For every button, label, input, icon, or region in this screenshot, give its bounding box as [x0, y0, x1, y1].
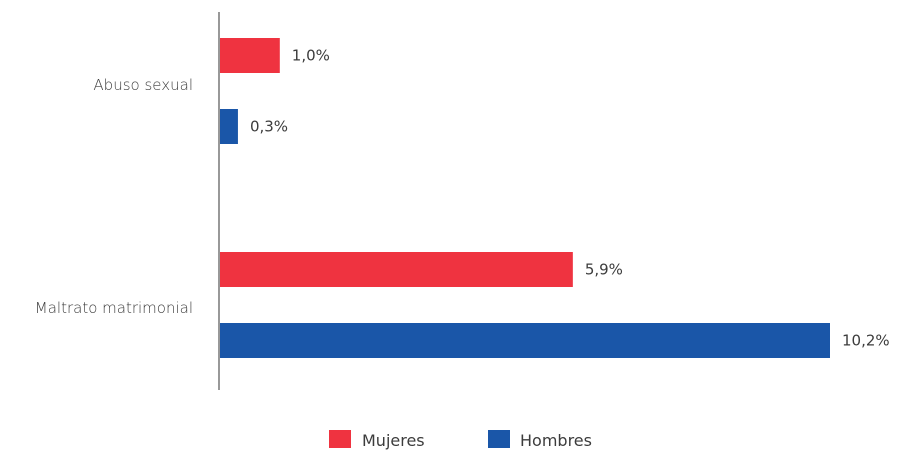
data-label: 5,9% — [585, 261, 623, 279]
bar-mujeres — [220, 38, 280, 73]
legend-label-mujeres: Mujeres — [362, 431, 425, 450]
bar-hombres — [220, 109, 238, 144]
legend: Mujeres Hombres — [329, 430, 592, 450]
data-label: 1,0% — [292, 47, 330, 65]
legend-label-hombres: Hombres — [520, 431, 592, 450]
legend-swatch-hombres — [488, 430, 510, 448]
data-label: 0,3% — [250, 118, 288, 136]
bar-hombres — [220, 323, 830, 358]
bar-mujeres — [220, 252, 573, 287]
legend-swatch-mujeres — [329, 430, 351, 448]
category-label: Abuso sexual — [93, 76, 193, 94]
data-label: 10,2% — [842, 332, 890, 350]
category-label: Maltrato matrimonial — [35, 299, 193, 317]
